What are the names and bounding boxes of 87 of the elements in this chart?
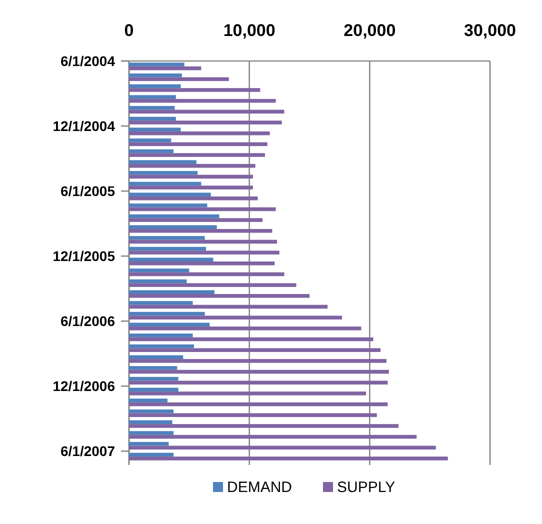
bar bbox=[129, 392, 366, 396]
bar bbox=[129, 424, 399, 428]
y-tick-label: 6/1/2004 bbox=[60, 53, 116, 69]
x-tick-label: 20,000 bbox=[344, 21, 396, 40]
bar bbox=[129, 142, 268, 146]
bar bbox=[129, 153, 265, 157]
bar bbox=[129, 283, 296, 287]
bar bbox=[129, 88, 260, 92]
x-tick-label: 10,000 bbox=[223, 21, 276, 40]
bar bbox=[129, 128, 181, 132]
bar bbox=[129, 380, 388, 385]
x-tick-label: 0 bbox=[124, 21, 134, 40]
bar bbox=[129, 312, 205, 316]
bar bbox=[129, 225, 217, 229]
bar bbox=[129, 95, 176, 99]
bar bbox=[129, 316, 342, 320]
bar bbox=[129, 402, 388, 406]
bar bbox=[129, 98, 276, 103]
bar bbox=[129, 138, 172, 142]
bar bbox=[129, 120, 282, 124]
bar bbox=[129, 116, 176, 121]
bar bbox=[129, 66, 202, 70]
bar bbox=[129, 420, 172, 424]
bar bbox=[129, 84, 181, 88]
bar bbox=[129, 442, 169, 446]
bar bbox=[129, 228, 272, 233]
bar bbox=[129, 290, 214, 294]
bar bbox=[129, 272, 284, 276]
bar bbox=[129, 348, 380, 352]
bar bbox=[129, 246, 206, 251]
bar bbox=[129, 366, 178, 370]
bar bbox=[129, 344, 194, 348]
bar bbox=[129, 214, 220, 218]
bar bbox=[129, 73, 182, 78]
bar bbox=[129, 334, 193, 338]
bar bbox=[129, 322, 210, 327]
bar bbox=[129, 301, 193, 305]
bar bbox=[129, 160, 196, 164]
bar bbox=[129, 446, 436, 450]
bar bbox=[129, 304, 328, 309]
bar bbox=[129, 250, 280, 254]
bar bbox=[129, 388, 178, 392]
bar bbox=[129, 355, 184, 360]
bar bbox=[129, 359, 387, 363]
bar bbox=[129, 431, 174, 435]
y-tick-label: 12/1/2005 bbox=[52, 248, 116, 264]
legend-label: DEMAND bbox=[227, 479, 292, 496]
bar bbox=[129, 240, 278, 244]
bar bbox=[129, 218, 263, 222]
bar bbox=[129, 370, 389, 374]
bar bbox=[129, 452, 174, 457]
bar bbox=[129, 294, 310, 298]
bar bbox=[129, 110, 284, 114]
bar bbox=[129, 182, 202, 186]
bar bbox=[129, 77, 229, 82]
bar bbox=[129, 171, 198, 175]
bar bbox=[129, 279, 187, 284]
bar bbox=[129, 268, 190, 272]
bar bbox=[129, 262, 275, 266]
bar bbox=[129, 62, 184, 66]
bar bbox=[129, 207, 276, 212]
bar bbox=[129, 409, 174, 414]
y-tick-label: 6/1/2006 bbox=[60, 313, 116, 330]
bar bbox=[129, 204, 208, 208]
x-tick-label: 30,000 bbox=[464, 21, 516, 40]
bar bbox=[129, 376, 178, 381]
bar bbox=[129, 236, 205, 240]
bar bbox=[129, 149, 174, 154]
bar bbox=[129, 398, 168, 402]
y-tick-label: 12/1/2006 bbox=[52, 378, 116, 394]
y-tick-label: 6/1/2007 bbox=[60, 443, 116, 460]
bar bbox=[129, 164, 256, 168]
bar bbox=[129, 174, 253, 179]
bar bbox=[129, 106, 175, 110]
y-tick-label: 6/1/2005 bbox=[60, 183, 116, 200]
bar bbox=[129, 192, 211, 196]
bar bbox=[129, 131, 270, 136]
legend-label: SUPPLY bbox=[337, 479, 396, 496]
bar bbox=[129, 434, 417, 439]
bar bbox=[129, 186, 253, 190]
bar bbox=[129, 456, 448, 460]
bar bbox=[129, 258, 214, 262]
bar bbox=[129, 196, 258, 200]
bar bbox=[129, 413, 377, 418]
bar bbox=[129, 337, 374, 342]
y-tick-label: 12/1/2004 bbox=[52, 118, 116, 134]
bar bbox=[129, 326, 362, 330]
